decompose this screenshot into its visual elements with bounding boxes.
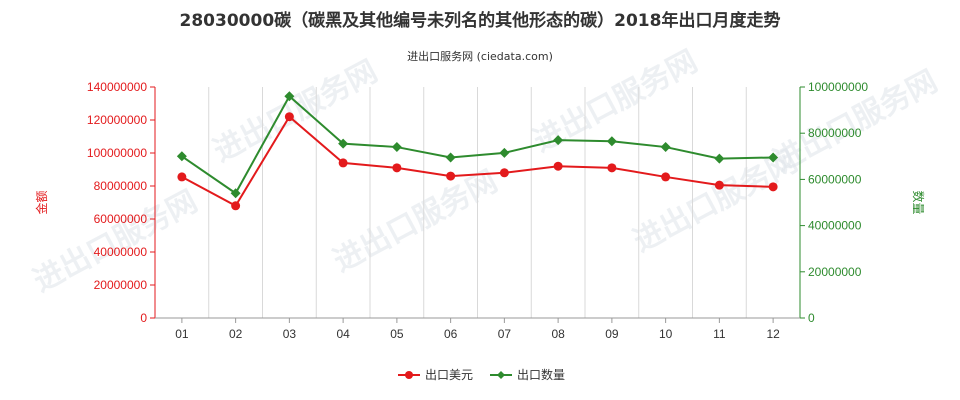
legend-marker — [497, 371, 505, 379]
left-axis-title: 金额 — [34, 190, 49, 214]
x-tick-label: 08 — [551, 327, 565, 341]
left-tick-label: 120000000 — [87, 113, 147, 127]
data-point — [606, 136, 617, 147]
legend: 出口美元 出口数量 — [398, 367, 565, 382]
right-tick-label: 100000000 — [808, 80, 868, 94]
right-axis-title: 数量 — [911, 190, 926, 214]
left-tick-label: 100000000 — [87, 146, 147, 160]
data-point — [446, 171, 456, 181]
x-tick-label: 10 — [659, 327, 673, 341]
data-point — [768, 152, 779, 163]
watermark-text: 进出口服务网 — [328, 164, 503, 279]
axes — [154, 87, 801, 319]
legend-label: 出口数量 — [517, 367, 565, 382]
left-axis-ticks: 0 20000000 40000000 60000000 80000000 1000000… — [87, 80, 155, 325]
data-point — [714, 153, 725, 164]
x-tick-label: 02 — [229, 327, 243, 341]
left-tick-label: 20000000 — [94, 278, 148, 292]
legend-label: 出口美元 — [425, 368, 473, 382]
data-point — [607, 163, 617, 173]
data-point — [445, 152, 456, 163]
left-tick-label: 60000000 — [94, 212, 148, 226]
x-axis-ticks: 01 02 03 04 05 06 07 08 09 10 11 12 — [175, 318, 780, 341]
right-tick-label: 80000000 — [808, 126, 862, 140]
left-tick-label: 0 — [140, 311, 147, 325]
data-point — [284, 112, 294, 122]
left-tick-label: 80000000 — [94, 179, 148, 193]
series-line — [181, 115, 774, 208]
data-point — [768, 182, 778, 192]
data-point — [338, 138, 349, 149]
data-point — [338, 158, 348, 168]
x-tick-label: 03 — [283, 327, 297, 341]
x-tick-label: 12 — [766, 327, 780, 341]
chart-subtitle: 进出口服务网 (ciedata.com) — [407, 49, 553, 63]
right-tick-label: 40000000 — [808, 219, 862, 233]
data-point — [391, 142, 402, 153]
data-point — [231, 201, 241, 211]
data-point — [499, 147, 510, 158]
legend-marker — [405, 371, 413, 379]
watermark-text: 进出口服务网 — [208, 54, 383, 169]
chart-title: 28030000碳（碳黑及其他编号未列名的其他形态的碳）2018年出口月度走势 — [180, 10, 781, 31]
x-tick-label: 07 — [498, 327, 512, 341]
x-tick-label: 09 — [605, 327, 619, 341]
right-tick-label: 20000000 — [808, 265, 862, 279]
data-point — [660, 142, 671, 153]
right-axis-ticks: 0 20000000 40000000 60000000 80000000 1000000… — [800, 80, 868, 325]
data-point — [176, 151, 187, 162]
series-layer — [176, 91, 779, 211]
grid-lines — [208, 87, 801, 318]
data-point — [714, 180, 724, 190]
left-tick-label: 40000000 — [94, 245, 148, 259]
data-point — [177, 172, 187, 182]
x-tick-label: 11 — [713, 327, 726, 341]
data-point — [499, 168, 509, 178]
x-tick-label: 04 — [336, 327, 350, 341]
x-tick-label: 05 — [390, 327, 404, 341]
data-point — [553, 135, 564, 146]
data-point — [553, 161, 563, 171]
right-tick-label: 60000000 — [808, 172, 862, 186]
data-point — [661, 172, 671, 182]
right-tick-label: 0 — [808, 311, 815, 325]
x-tick-label: 06 — [444, 327, 458, 341]
data-point — [392, 163, 402, 173]
series-line — [181, 94, 774, 195]
x-tick-label: 01 — [175, 327, 189, 341]
data-point — [284, 91, 295, 102]
left-tick-label: 140000000 — [87, 80, 147, 94]
data-point — [230, 188, 241, 199]
